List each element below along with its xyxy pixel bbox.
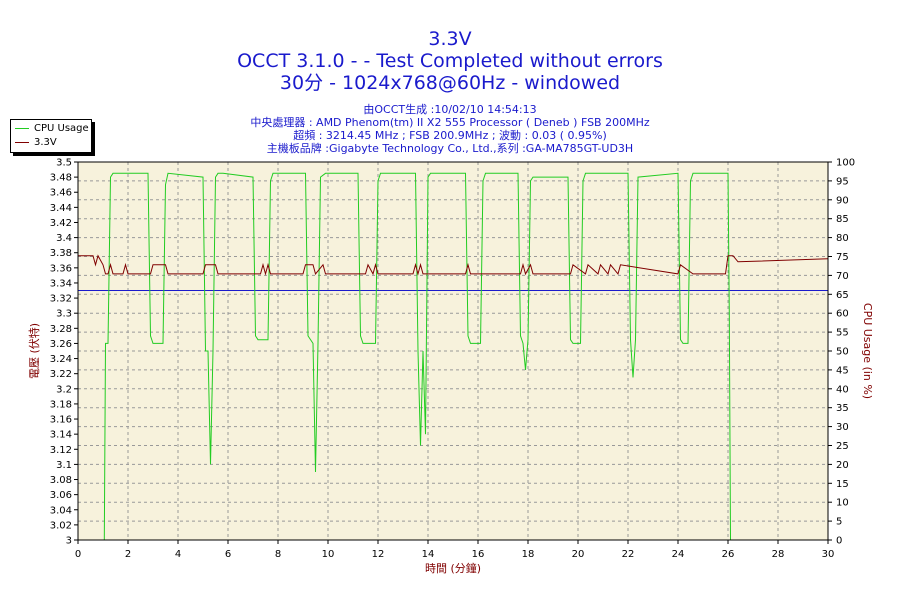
right-tick-label: 85 — [836, 214, 849, 225]
x-tick-label: 0 — [75, 549, 81, 560]
right-tick-label: 100 — [836, 158, 855, 169]
legend-item-voltage: 3.3V — [15, 136, 57, 150]
right-axis-label: CPU Usage (in %) — [861, 303, 874, 399]
left-tick-label: 3.26 — [50, 339, 72, 350]
x-tick-label: 20 — [572, 549, 585, 560]
left-tick-label: 3.14 — [50, 430, 72, 441]
left-tick-label: 3.12 — [50, 445, 72, 456]
test-config-subtitle: 30分 - 1024x768@60Hz - windowed — [279, 72, 621, 94]
left-tick-label: 3.08 — [50, 475, 72, 486]
left-tick-label: 3.42 — [50, 218, 72, 229]
test-status-subtitle: OCCT 3.1.0 - - Test Completed without er… — [237, 50, 663, 72]
left-tick-label: 3.34 — [50, 278, 72, 289]
right-tick-label: 30 — [836, 422, 849, 433]
left-axis-ticks: 3 3.02 3.04 3.06 3.08 3.1 3.12 3.14 3.16 3.18 3.2 3… — [50, 158, 78, 547]
right-tick-label: 15 — [836, 479, 849, 490]
legend-swatch-voltage — [15, 141, 29, 143]
x-tick-label: 2 — [125, 549, 131, 560]
legend-label-cpu: CPU Usage — [34, 123, 89, 134]
cpu-info: 中央處理器 : AMD Phenom(tm) II X2 555 Process… — [250, 116, 650, 129]
right-tick-label: 50 — [836, 347, 849, 358]
x-tick-label: 10 — [322, 549, 335, 560]
legend-item-cpu: CPU Usage — [15, 122, 89, 136]
left-tick-label: 3.3 — [56, 309, 72, 320]
right-axis-ticks: 0 5 10 15 20 25 30 35 40 45 50 55 60 65 70 75 80 85 90 95 10… — [828, 158, 855, 547]
x-tick-label: 14 — [422, 549, 435, 560]
x-axis-ticks: 0 2 4 6 8 10 12 14 16 18 20 22 24 26 28 30 — [75, 540, 835, 560]
x-tick-label: 30 — [822, 549, 835, 560]
right-tick-label: 60 — [836, 309, 849, 320]
right-tick-label: 20 — [836, 460, 849, 471]
right-tick-label: 25 — [836, 441, 849, 452]
left-axis-label: 電壓 (伏特) — [27, 323, 41, 379]
cpu-usage-line — [78, 172, 828, 541]
left-tick-label: 3.32 — [50, 294, 72, 305]
frequency-info: 超頻 : 3214.45 MHz ; FSB 200.9MHz ; 波動 : 0… — [293, 129, 607, 142]
x-tick-label: 8 — [275, 549, 281, 560]
right-tick-label: 35 — [836, 403, 849, 414]
left-tick-label: 3.2 — [56, 384, 72, 395]
left-tick-label: 3.06 — [50, 490, 72, 501]
left-tick-label: 3.38 — [50, 248, 72, 259]
right-tick-label: 80 — [836, 233, 849, 244]
left-tick-label: 3.24 — [50, 354, 72, 365]
x-axis-label: 時間 (分鐘) — [425, 561, 481, 575]
right-tick-label: 10 — [836, 498, 849, 509]
x-tick-label: 4 — [175, 549, 181, 560]
x-tick-label: 16 — [472, 549, 485, 560]
motherboard-info: 主機板品牌 :Gigabyte Technology Co., Ltd.,系列 … — [266, 142, 634, 155]
x-tick-label: 22 — [622, 549, 635, 560]
left-tick-label: 3.04 — [50, 505, 72, 516]
x-tick-label: 12 — [372, 549, 385, 560]
right-tick-label: 70 — [836, 271, 849, 282]
right-tick-label: 45 — [836, 365, 849, 376]
chart-legend: CPU Usage 3.3V — [10, 119, 92, 153]
right-tick-label: 0 — [836, 536, 842, 547]
x-tick-label: 26 — [722, 549, 735, 560]
left-tick-label: 3.16 — [50, 415, 72, 426]
left-tick-label: 3.44 — [50, 203, 72, 214]
left-tick-label: 3.5 — [56, 158, 72, 169]
right-tick-label: 90 — [836, 195, 849, 206]
left-tick-label: 3.28 — [50, 324, 72, 335]
left-tick-label: 3.1 — [56, 460, 72, 471]
x-tick-label: 6 — [225, 549, 231, 560]
voltage-line — [78, 254, 829, 276]
left-tick-label: 3.46 — [50, 188, 72, 199]
chart-title: 3.3V — [428, 28, 472, 50]
right-tick-label: 5 — [836, 517, 842, 528]
left-tick-label: 3.22 — [50, 369, 72, 380]
x-tick-label: 28 — [772, 549, 785, 560]
left-tick-label: 3.02 — [50, 520, 72, 531]
legend-swatch-cpu — [15, 127, 29, 129]
x-tick-label: 18 — [522, 549, 535, 560]
right-tick-label: 95 — [836, 176, 849, 187]
generated-info: 由OCCT生成 :10/02/10 14:54:13 — [363, 103, 537, 116]
left-tick-label: 3.36 — [50, 263, 72, 274]
left-tick-label: 3 — [66, 536, 72, 547]
legend-label-voltage: 3.3V — [34, 137, 57, 148]
right-tick-label: 55 — [836, 328, 849, 339]
left-tick-label: 3.4 — [56, 233, 72, 244]
left-tick-label: 3.48 — [50, 173, 72, 184]
right-tick-label: 40 — [836, 384, 849, 395]
x-tick-label: 24 — [672, 549, 685, 560]
left-tick-label: 3.18 — [50, 399, 72, 410]
right-tick-label: 65 — [836, 290, 849, 301]
right-tick-label: 75 — [836, 252, 849, 263]
